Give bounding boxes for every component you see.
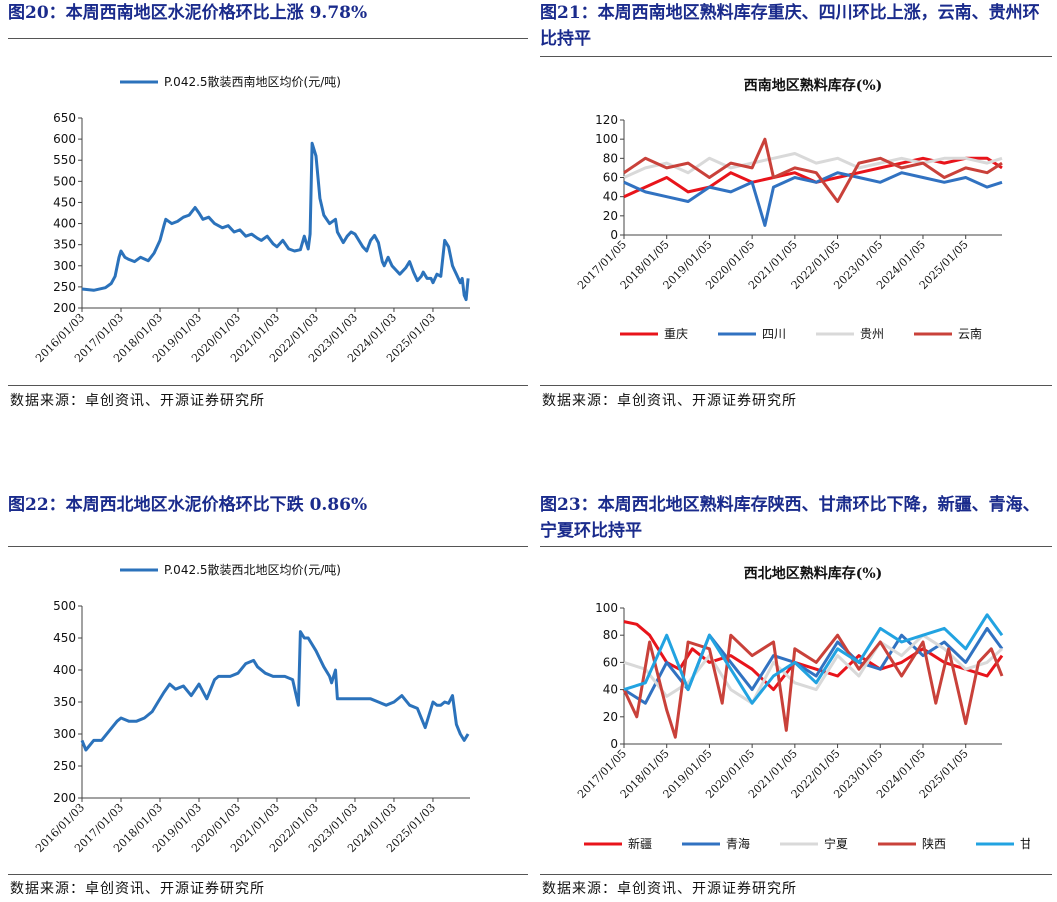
y-tick-label: 20: [603, 710, 618, 724]
divider: [540, 385, 1052, 386]
series-line-P.042.5散装西北地区均价(元/吨): [80, 630, 470, 752]
divider: [540, 56, 1052, 57]
y-tick-label: 80: [603, 151, 618, 165]
divider: [8, 38, 528, 39]
y-tick-label: 300: [53, 259, 76, 273]
divider: [8, 546, 528, 547]
y-tick-label: 40: [603, 683, 618, 697]
figure-title: 图22：本周西北地区水泥价格环比下跌 0.86%: [8, 495, 368, 515]
chart-clinker-southwest: 西南地区熟料库存(%)0204060801001202017/01/052018…: [575, 77, 1003, 341]
legend-label: 重庆: [664, 327, 688, 341]
y-tick-label: 100: [595, 601, 618, 615]
y-tick-label: 650: [53, 111, 76, 125]
y-tick-label: 120: [595, 113, 618, 127]
legend-label: 贵州: [860, 327, 884, 341]
legend-label: 云南: [958, 326, 982, 341]
legend-label: P.042.5散装西北地区均价(元/吨): [164, 562, 341, 577]
y-tick-label: 0: [610, 737, 618, 751]
chart-title: 西南地区熟料库存(%): [744, 77, 883, 94]
data-source: 数据来源：卓创资讯、开源证券研究所: [542, 881, 797, 897]
legend-label: 青海: [726, 836, 750, 851]
y-tick-label: 350: [53, 238, 76, 252]
divider: [540, 546, 1052, 547]
figure-title: 图21：本周西南地区熟料库存重庆、四川环比上涨，云南、贵州环比持平: [540, 3, 1040, 49]
chart-price-northwest: 2002503003504004505002016/01/032017/01/0…: [33, 562, 470, 855]
divider: [540, 874, 1052, 875]
legend-label: 陕西: [922, 836, 946, 851]
y-tick-label: 200: [53, 791, 76, 805]
y-tick-label: 300: [53, 727, 76, 741]
series-line-P.042.5散装西南地区均价(元/吨): [81, 141, 470, 302]
series-line-云南: [623, 137, 1003, 203]
series-line-贵州: [623, 152, 1003, 179]
data-source: 数据来源：卓创资讯、开源证券研究所: [10, 881, 265, 897]
series-line-陕西: [622, 633, 1004, 739]
divider: [8, 385, 528, 386]
chart-title: 西北地区熟料库存(%): [744, 565, 883, 582]
y-tick-label: 500: [53, 599, 76, 613]
chart-price-southwest: 2002503003504004505005506006502016/01/03…: [33, 74, 470, 365]
y-tick-label: 350: [53, 695, 76, 709]
y-tick-label: 60: [603, 655, 618, 669]
y-tick-label: 0: [610, 228, 618, 242]
series-line-四川: [623, 171, 1003, 227]
legend-label: 甘肃: [1020, 837, 1030, 851]
series-line-宁夏: [623, 633, 1004, 705]
legend-label: P.042.5散装西南地区均价(元/吨): [164, 74, 341, 89]
y-tick-label: 400: [53, 663, 76, 677]
y-tick-label: 450: [53, 195, 76, 209]
y-tick-label: 600: [53, 132, 76, 146]
legend-label: 新疆: [628, 836, 652, 851]
divider: [8, 874, 528, 875]
y-tick-label: 450: [53, 631, 76, 645]
y-tick-label: 80: [603, 628, 618, 642]
y-tick-label: 20: [603, 209, 618, 223]
legend-label: 四川: [762, 327, 786, 341]
chart-clinker-northwest: 西北地区熟料库存(%)0204060801002017/01/052018/01…: [575, 565, 1030, 851]
y-tick-label: 500: [53, 174, 76, 188]
y-tick-label: 40: [603, 190, 618, 204]
legend-label: 宁夏: [824, 836, 848, 851]
y-tick-label: 550: [53, 153, 76, 167]
y-tick-label: 60: [603, 171, 618, 185]
y-tick-label: 250: [53, 280, 76, 294]
y-tick-label: 250: [53, 759, 76, 773]
series-line-甘肃: [623, 613, 1004, 705]
y-tick-label: 200: [53, 301, 76, 315]
y-tick-label: 100: [595, 132, 618, 146]
data-source: 数据来源：卓创资讯、开源证券研究所: [10, 393, 265, 409]
figure-title: 图20：本周西南地区水泥价格环比上涨 9.78%: [8, 3, 368, 23]
figure-title: 图23：本周西北地区熟料库存陕西、甘肃环比下降，新疆、青海、宁夏环比持平: [540, 495, 1040, 541]
data-source: 数据来源：卓创资讯、开源证券研究所: [542, 393, 797, 409]
y-tick-label: 400: [53, 217, 76, 231]
